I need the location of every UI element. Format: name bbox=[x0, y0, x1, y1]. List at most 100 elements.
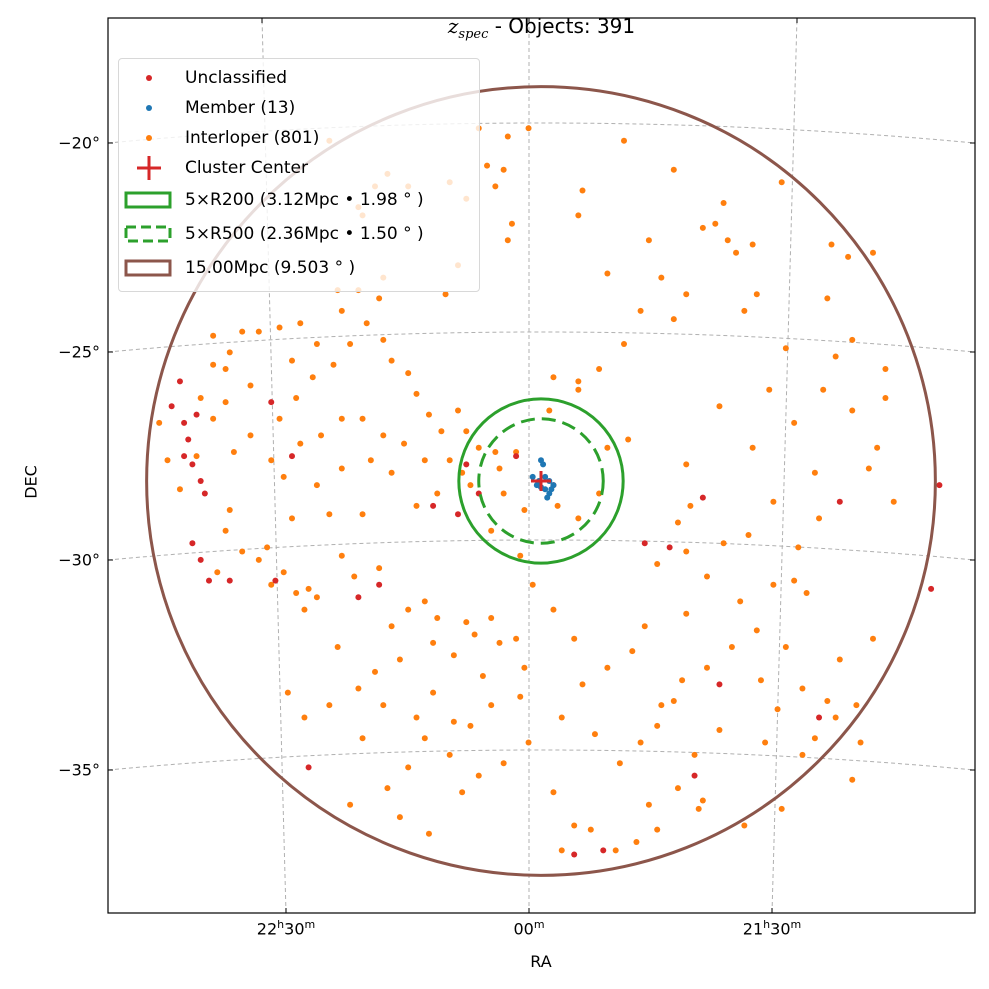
point-unclassified bbox=[376, 581, 383, 588]
point-interloper bbox=[799, 685, 806, 692]
point-interloper bbox=[641, 623, 648, 630]
point-interloper bbox=[670, 316, 677, 323]
point-interloper bbox=[467, 482, 474, 489]
point-interloper bbox=[276, 324, 283, 331]
point-interloper bbox=[849, 407, 856, 414]
point-interloper bbox=[621, 341, 627, 348]
point-interloper bbox=[313, 594, 320, 601]
point-interloper bbox=[475, 444, 482, 451]
point-interloper bbox=[517, 693, 524, 700]
point-interloper bbox=[297, 320, 304, 327]
point-interloper bbox=[156, 419, 163, 426]
point-unclassified bbox=[463, 461, 470, 468]
point-unclassified bbox=[430, 502, 437, 509]
point-interloper bbox=[836, 656, 843, 663]
point-interloper bbox=[463, 619, 470, 626]
point-interloper bbox=[500, 166, 507, 173]
point-interloper bbox=[284, 689, 291, 696]
point-interloper bbox=[438, 428, 445, 435]
point-interloper bbox=[384, 785, 391, 792]
point-interloper bbox=[388, 469, 395, 476]
point-interloper bbox=[513, 448, 520, 455]
point-interloper bbox=[716, 403, 723, 410]
point-interloper bbox=[525, 739, 532, 746]
point-interloper bbox=[301, 606, 308, 613]
point-interloper bbox=[737, 598, 744, 605]
point-interloper bbox=[318, 432, 325, 439]
point-interloper bbox=[297, 440, 304, 447]
point-unclassified bbox=[272, 577, 279, 584]
point-interloper bbox=[604, 664, 611, 671]
point-interloper bbox=[388, 357, 395, 364]
point-interloper bbox=[222, 527, 229, 534]
point-interloper bbox=[845, 253, 852, 260]
point-interloper bbox=[421, 457, 428, 464]
y-tick-label: −35° bbox=[58, 760, 100, 780]
legend-item-member: Member (13) bbox=[119, 93, 295, 123]
point-interloper bbox=[405, 606, 412, 613]
point-unclassified bbox=[600, 847, 607, 854]
point-unclassified bbox=[571, 851, 578, 858]
point-interloper bbox=[874, 444, 881, 451]
point-interloper bbox=[849, 776, 856, 783]
point-interloper bbox=[380, 702, 387, 709]
point-interloper bbox=[811, 469, 818, 476]
point-interloper bbox=[687, 502, 694, 509]
radius-circles bbox=[145, 85, 937, 877]
point-interloper bbox=[683, 610, 690, 617]
grid-ra-2230 bbox=[261, 17, 287, 914]
point-interloper bbox=[376, 295, 383, 302]
point-interloper bbox=[450, 652, 457, 659]
point-interloper bbox=[720, 199, 727, 206]
point-interloper bbox=[396, 656, 403, 663]
y-tick-label: −20° bbox=[58, 133, 100, 153]
point-interloper bbox=[820, 386, 827, 393]
point-interloper bbox=[683, 461, 690, 468]
point-interloper bbox=[625, 436, 632, 443]
point-interloper bbox=[521, 507, 528, 514]
title-subscript: spec bbox=[458, 27, 489, 42]
point-interloper bbox=[679, 677, 686, 684]
point-unclassified bbox=[699, 494, 706, 501]
point-interloper bbox=[832, 353, 839, 360]
point-unclassified bbox=[268, 399, 275, 406]
point-interloper bbox=[683, 291, 690, 298]
x-tick-label: 21h30m bbox=[742, 918, 802, 939]
point-interloper bbox=[355, 685, 362, 692]
point-interloper bbox=[247, 432, 254, 439]
y-tick-label: −25° bbox=[58, 342, 100, 362]
point-interloper bbox=[396, 814, 403, 821]
point-interloper bbox=[471, 631, 478, 638]
point-interloper bbox=[882, 395, 889, 401]
point-unclassified bbox=[666, 544, 673, 551]
point-unclassified bbox=[305, 764, 312, 771]
point-interloper bbox=[550, 374, 557, 381]
point-interloper bbox=[658, 702, 665, 709]
title-variable: z bbox=[447, 14, 459, 38]
point-interloper bbox=[338, 465, 345, 472]
point-interloper bbox=[467, 722, 474, 729]
point-interloper bbox=[749, 444, 756, 451]
point-interloper bbox=[313, 482, 320, 489]
point-interloper bbox=[637, 739, 644, 746]
point-member bbox=[540, 461, 547, 468]
point-unclassified bbox=[197, 556, 204, 563]
point-interloper bbox=[691, 751, 698, 758]
point-interloper bbox=[832, 714, 839, 721]
x-tick-label: 22h30m bbox=[256, 918, 316, 939]
plot-frame bbox=[107, 17, 976, 914]
point-interloper bbox=[176, 486, 183, 493]
point-interloper bbox=[280, 569, 287, 576]
point-interloper bbox=[455, 407, 461, 414]
point-interloper bbox=[488, 614, 495, 621]
point-interloper bbox=[289, 515, 295, 522]
point-interloper bbox=[579, 681, 586, 688]
point-interloper bbox=[890, 498, 897, 505]
point-interloper bbox=[479, 673, 486, 680]
point-interloper bbox=[293, 590, 300, 597]
point-interloper bbox=[230, 448, 237, 455]
point-unclassified bbox=[641, 540, 648, 547]
point-interloper bbox=[674, 519, 681, 526]
point-interloper bbox=[571, 635, 578, 642]
point-interloper bbox=[434, 490, 441, 497]
